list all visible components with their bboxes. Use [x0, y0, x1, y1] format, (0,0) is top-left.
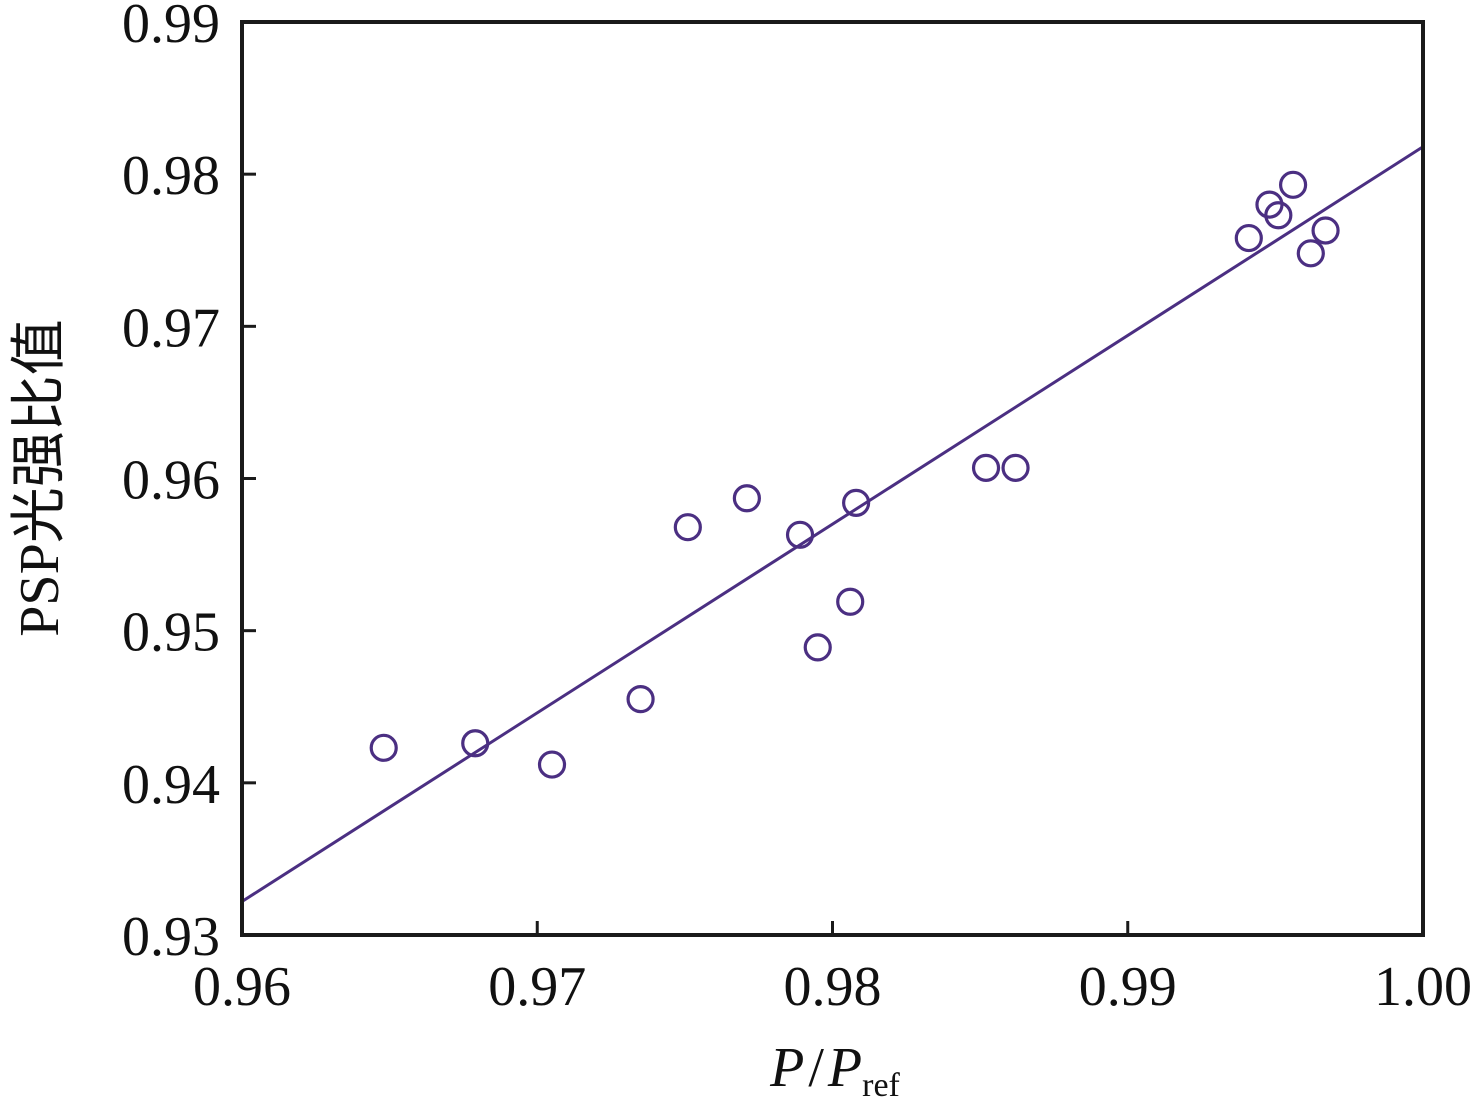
- x-axis-label-p: P: [769, 1037, 804, 1099]
- y-tick-label: 0.99: [122, 0, 220, 55]
- data-point: [369, 733, 398, 762]
- tick-layer: [242, 172, 1130, 935]
- data-point: [1278, 170, 1308, 199]
- x-tick-label: 0.96: [193, 956, 291, 1018]
- data-point: [1311, 216, 1340, 245]
- fit-line-layer: [241, 145, 1424, 903]
- data-point: [673, 513, 702, 542]
- data-points-layer: [369, 170, 1340, 779]
- data-point: [785, 520, 815, 549]
- x-tick-label: 0.97: [488, 956, 586, 1018]
- data-point: [842, 488, 871, 517]
- data-point: [836, 587, 865, 616]
- x-tick-label: 0.98: [784, 956, 882, 1018]
- x-axis-label-slash: /: [808, 1037, 824, 1099]
- y-tick-label: 0.96: [122, 450, 220, 512]
- data-point: [1264, 201, 1293, 230]
- data-point: [461, 729, 490, 758]
- data-point: [732, 484, 761, 513]
- data-point: [537, 750, 567, 779]
- y-axis-label: PSP光强比值: [9, 319, 71, 636]
- y-tick-label: 0.94: [122, 754, 220, 816]
- x-tick-label: 0.99: [1079, 956, 1177, 1018]
- x-axis-label-p2: P: [827, 1037, 862, 1099]
- tick-labels-layer: 0.96 0.97 0.98 0.99 1.00 0.93 0.94 0.95 0.96 0.97…: [122, 0, 1472, 1018]
- data-point: [1001, 453, 1030, 482]
- x-tick-label: 1.00: [1374, 956, 1472, 1018]
- x-axis-label-subscript: ref: [862, 1067, 900, 1100]
- data-point: [1234, 223, 1263, 253]
- data-point: [971, 453, 1001, 482]
- data-point: [626, 685, 655, 714]
- y-tick-label: 0.98: [122, 145, 220, 207]
- fit-line: [241, 145, 1424, 903]
- plot-frame: [240, 20, 1425, 937]
- y-tick-label: 0.93: [122, 906, 220, 968]
- y-tick-label: 0.97: [122, 297, 220, 359]
- data-point: [1296, 239, 1325, 268]
- x-axis-label: P/Pref: [769, 1037, 900, 1100]
- y-tick-label: 0.95: [122, 602, 220, 664]
- data-point: [803, 633, 832, 662]
